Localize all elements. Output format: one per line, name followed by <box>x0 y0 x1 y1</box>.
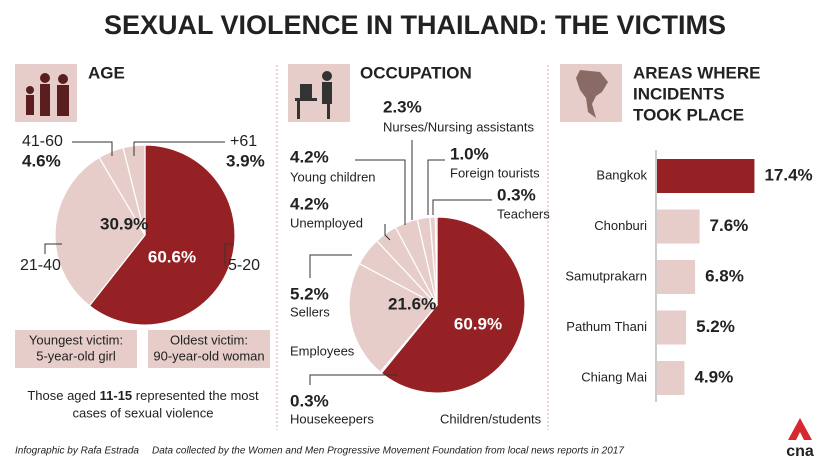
value-label: 17.4% <box>764 165 812 184</box>
map-icon <box>560 64 622 122</box>
category-label: Samutprakarn <box>565 268 647 283</box>
category-label: Young children <box>290 169 376 184</box>
source: Data collected by the Women and Men Prog… <box>152 446 624 457</box>
value-label: 4.9% <box>694 367 733 386</box>
value-label: 7.6% <box>710 216 749 235</box>
value-label: 4.6% <box>22 151 61 170</box>
bar <box>657 209 700 244</box>
category-label: Foreign tourists <box>450 165 540 180</box>
value-label: 5.2% <box>290 284 329 303</box>
category-label: Nurses/Nursing assistants <box>383 119 534 134</box>
chart-title: INCIDENTS <box>633 84 725 103</box>
occupation-icon <box>288 64 350 122</box>
chart-title: AREAS WHERE <box>633 63 761 82</box>
victim-text: 5-year-old girl <box>36 348 116 363</box>
value-label: 1.0% <box>450 144 489 163</box>
category-label: Chonburi <box>594 218 647 233</box>
leader-line <box>309 374 398 385</box>
chart-title: AGE <box>88 63 125 82</box>
category-label: Unemployed <box>290 215 363 230</box>
category-label: Pathum Thani <box>566 319 647 334</box>
summary-part: 11-15 <box>100 388 133 403</box>
value-label: 5.2% <box>696 317 735 336</box>
category-label: 21-40 <box>20 257 61 274</box>
age-icon <box>15 64 77 122</box>
summary: Those aged 11-15 represented the most <box>27 388 259 403</box>
victim-box <box>15 330 137 368</box>
leader-line <box>133 141 225 156</box>
chart-title: TOOK PLACE <box>633 105 744 124</box>
summary-part: represented the most <box>136 388 259 403</box>
category-label: 5-20 <box>228 257 260 274</box>
category-label: Employees <box>290 343 355 358</box>
victim-text: Oldest victim: <box>170 332 248 347</box>
value-label: 30.9% <box>100 214 148 233</box>
category-label: Housekeepers <box>290 411 374 426</box>
victim-text: Youngest victim: <box>29 332 123 347</box>
leader-line <box>355 159 406 225</box>
summary-part: Those aged <box>27 388 96 403</box>
credit: Infographic by Rafa Estrada <box>15 446 139 457</box>
category-label: Bangkok <box>596 167 647 182</box>
value-label: 2.3% <box>383 97 422 116</box>
chart-title: OCCUPATION <box>360 63 472 82</box>
bar <box>657 159 755 193</box>
value-label: 0.3% <box>290 391 329 410</box>
category-label: Children/students <box>440 411 542 426</box>
category-label: +61 <box>230 133 257 150</box>
victim-text: 90-year-old woman <box>153 348 264 363</box>
pie-slice <box>380 216 526 394</box>
pie-slice <box>88 144 236 326</box>
leader-line <box>224 243 233 266</box>
main-title: SEXUAL VIOLENCE IN THAILAND: THE VICTIMS <box>104 10 726 40</box>
pie-slice <box>348 262 438 373</box>
category-label: Teachers <box>497 206 550 221</box>
value-label: 4.2% <box>290 194 329 213</box>
value-label: 21.6% <box>388 294 436 313</box>
logo: cna <box>786 443 814 460</box>
leader-line <box>309 254 352 278</box>
value-label: 0.3% <box>497 185 536 204</box>
category-label: 41-60 <box>22 133 63 150</box>
leader-line <box>44 243 62 254</box>
value-label: 60.6% <box>148 247 196 266</box>
value-label: 3.9% <box>226 151 265 170</box>
bar <box>657 361 685 395</box>
leader-line <box>427 159 445 215</box>
value-label: 6.8% <box>705 266 744 285</box>
bar <box>657 310 687 345</box>
pie-slice <box>54 156 146 307</box>
pie-slice <box>434 216 438 306</box>
value-label: 4.2% <box>290 147 329 166</box>
bar <box>657 260 696 294</box>
category-label: Chiang Mai <box>581 369 647 384</box>
summary: cases of sexual violence <box>73 405 214 420</box>
leader-line <box>432 199 492 215</box>
logo-mark <box>788 418 812 440</box>
category-label: Sellers <box>290 304 330 319</box>
victim-box <box>148 330 270 368</box>
leader-line <box>384 224 391 241</box>
leader-line <box>72 141 113 156</box>
value-label: 60.9% <box>454 314 502 333</box>
